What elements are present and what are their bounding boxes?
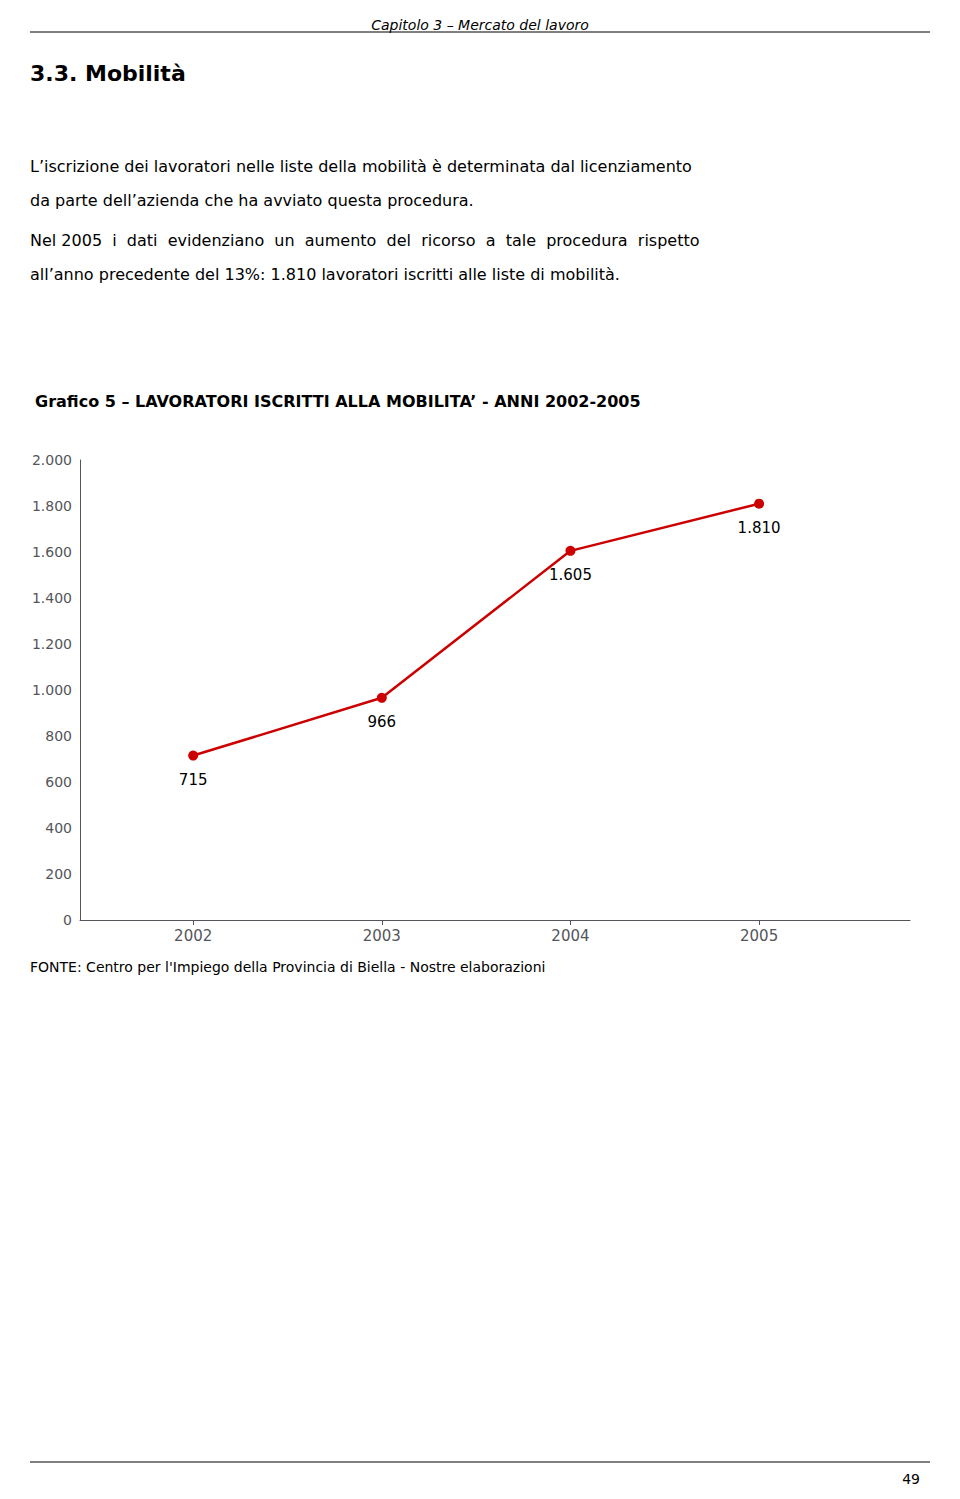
svg-text:966: 966 [367,713,396,731]
svg-text:3.3. Mobilità: 3.3. Mobilità [30,61,186,86]
svg-text:2.000: 2.000 [32,452,72,468]
svg-text:1.800: 1.800 [32,498,72,514]
svg-text:200: 200 [45,866,72,882]
svg-text:FONTE: Centro per l'Impiego de: FONTE: Centro per l'Impiego della Provin… [30,959,545,975]
svg-text:1.400: 1.400 [32,590,72,606]
svg-text:2003: 2003 [363,927,401,945]
svg-text:715: 715 [179,771,208,789]
svg-text:all’anno precedente del 13%: 1: all’anno precedente del 13%: 1.810 lavor… [30,265,620,284]
svg-text:49: 49 [902,1471,920,1487]
svg-text:1.600: 1.600 [32,544,72,560]
svg-text:1.200: 1.200 [32,636,72,652]
svg-text:2004: 2004 [551,927,589,945]
svg-text:Nel 2005 i dati evidenziano: Nel 2005 i dati evidenziano un aumento d… [30,231,700,250]
svg-text:2005: 2005 [740,927,778,945]
svg-text:1.000: 1.000 [32,682,72,698]
svg-text:800: 800 [45,728,72,744]
svg-text:da parte dell’azienda che ha a: da parte dell’azienda che ha avviato que… [30,191,474,210]
svg-text:1.605: 1.605 [549,566,592,584]
svg-text:600: 600 [45,774,72,790]
svg-text:Capitolo 3 – Mercato del lavor: Capitolo 3 – Mercato del lavoro [371,17,589,33]
svg-text:400: 400 [45,820,72,836]
svg-text:Grafico 5 – LAVORATORI ISCRITT: Grafico 5 – LAVORATORI ISCRITTI ALLA MOB… [35,392,641,411]
svg-text:1.810: 1.810 [738,519,781,537]
svg-text:0: 0 [63,912,72,928]
svg-text:2002: 2002 [174,927,212,945]
svg-text:L’iscrizione dei lavoratori ne: L’iscrizione dei lavoratori nelle liste … [30,157,692,176]
